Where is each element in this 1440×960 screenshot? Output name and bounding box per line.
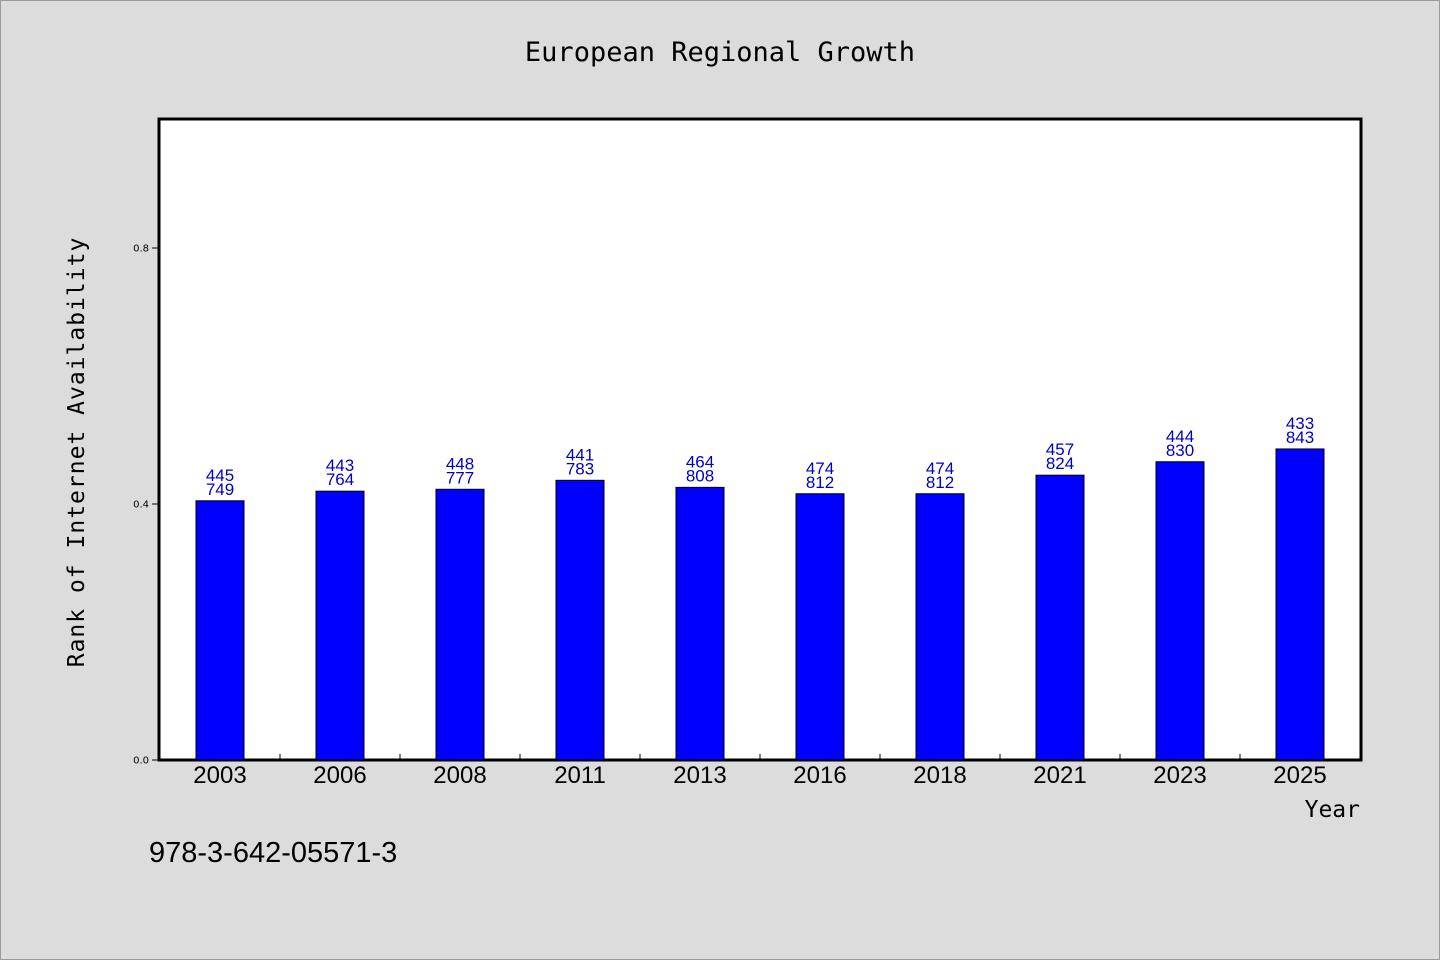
x-tick-label: 2011: [554, 762, 606, 789]
bar-2018: [915, 493, 965, 761]
data-label-top: 464: [686, 452, 714, 471]
data-label-top: 448: [446, 454, 474, 473]
data-label-top: 441: [566, 445, 594, 464]
x-tick-label: 2006: [313, 762, 366, 789]
x-tick-label: 2018: [913, 762, 966, 789]
bar-2016: [795, 493, 845, 761]
data-label-top: 474: [926, 459, 954, 478]
y-tick-label: 0.0: [133, 756, 149, 767]
bar-2021: [1035, 474, 1085, 761]
bar-2023: [1155, 461, 1205, 761]
y-axis-label: Rank of Internet Availability: [64, 237, 90, 668]
x-axis-ticks: [279, 754, 1241, 760]
bar-2013: [675, 486, 725, 761]
data-label-bottom: 830: [1166, 441, 1194, 460]
data-label-top: 457: [1046, 440, 1074, 459]
bar-2008: [435, 488, 485, 761]
category-labels: 2003 2006 2008 2011 2013 2016 2018 2021 2023 2025: [193, 762, 1326, 789]
y-tick-label: 0.8: [133, 244, 149, 255]
x-tick-label: 2021: [1033, 762, 1086, 789]
data-label-bottom: 783: [566, 459, 594, 478]
y-axis-ticks: 0.0 0.4 0.8: [133, 244, 160, 767]
data-label-bottom: 749: [206, 480, 234, 499]
bar-2011: [555, 479, 605, 761]
data-label-top: 433: [1286, 414, 1314, 433]
data-label-bottom: 843: [1286, 428, 1314, 447]
bars: [195, 448, 1325, 761]
x-tick-label: 2025: [1273, 762, 1326, 789]
bar-2003: [195, 500, 245, 761]
data-label-top: 474: [806, 459, 834, 478]
x-tick-label: 2003: [193, 762, 246, 789]
bar-2025: [1275, 448, 1325, 761]
bar-2006: [315, 490, 365, 761]
chart-title: European Regional Growth: [525, 37, 915, 68]
x-tick-label: 2008: [433, 762, 486, 789]
data-label-bottom: 764: [326, 470, 354, 489]
data-label-top: 445: [206, 466, 234, 485]
x-tick-label: 2013: [673, 762, 726, 789]
data-label-top: 444: [1166, 427, 1194, 446]
data-label-bottom: 777: [446, 468, 474, 487]
data-label-top: 443: [326, 456, 354, 475]
x-axis-label: Year: [1305, 797, 1360, 823]
data-label-bottom: 824: [1046, 454, 1074, 473]
data-label-bottom: 808: [686, 466, 714, 485]
x-tick-label: 2016: [793, 762, 846, 789]
data-label-bottom: 812: [806, 473, 834, 492]
x-tick-label: 2023: [1153, 762, 1206, 789]
data-label-bottom: 812: [926, 473, 954, 492]
isbn-footer: 978-3-642-05571-3: [149, 837, 397, 869]
y-tick-label: 0.4: [133, 500, 149, 511]
